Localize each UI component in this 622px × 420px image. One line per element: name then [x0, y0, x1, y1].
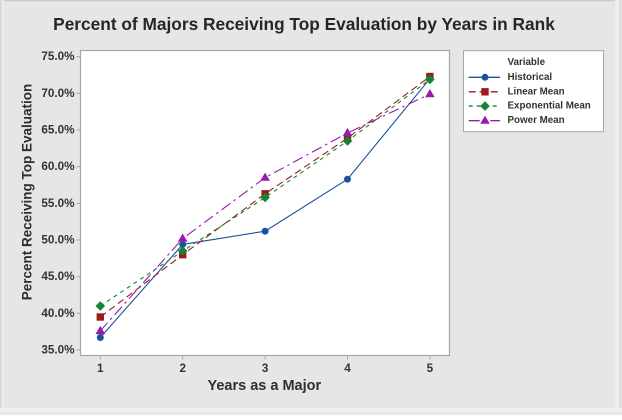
svg-text:35.0%: 35.0%	[41, 344, 75, 357]
svg-text:Power Mean: Power Mean	[508, 115, 565, 126]
svg-text:1: 1	[97, 362, 104, 375]
svg-text:75.0%: 75.0%	[41, 50, 75, 63]
svg-text:Linear Mean: Linear Mean	[508, 86, 565, 97]
svg-text:3: 3	[262, 362, 269, 375]
svg-text:Percent of Majors Receiving To: Percent of Majors Receiving Top Evaluati…	[53, 14, 555, 34]
svg-text:Years as a Major: Years as a Major	[207, 378, 321, 394]
svg-text:50.0%: 50.0%	[41, 234, 75, 247]
svg-text:55.0%: 55.0%	[41, 197, 75, 210]
svg-text:5: 5	[427, 362, 434, 375]
svg-text:Historical: Historical	[508, 72, 553, 83]
svg-text:60.0%: 60.0%	[41, 160, 75, 173]
svg-text:70.0%: 70.0%	[41, 87, 75, 100]
svg-text:Variable: Variable	[508, 57, 546, 68]
svg-text:2: 2	[179, 362, 186, 375]
svg-text:40.0%: 40.0%	[41, 307, 75, 320]
svg-text:65.0%: 65.0%	[41, 124, 75, 137]
svg-text:Exponential Mean: Exponential Mean	[508, 101, 591, 112]
svg-text:Percent Receiving Top Evaluati: Percent Receiving Top Evaluation	[20, 84, 35, 301]
svg-text:4: 4	[344, 362, 351, 375]
svg-text:45.0%: 45.0%	[41, 270, 75, 283]
